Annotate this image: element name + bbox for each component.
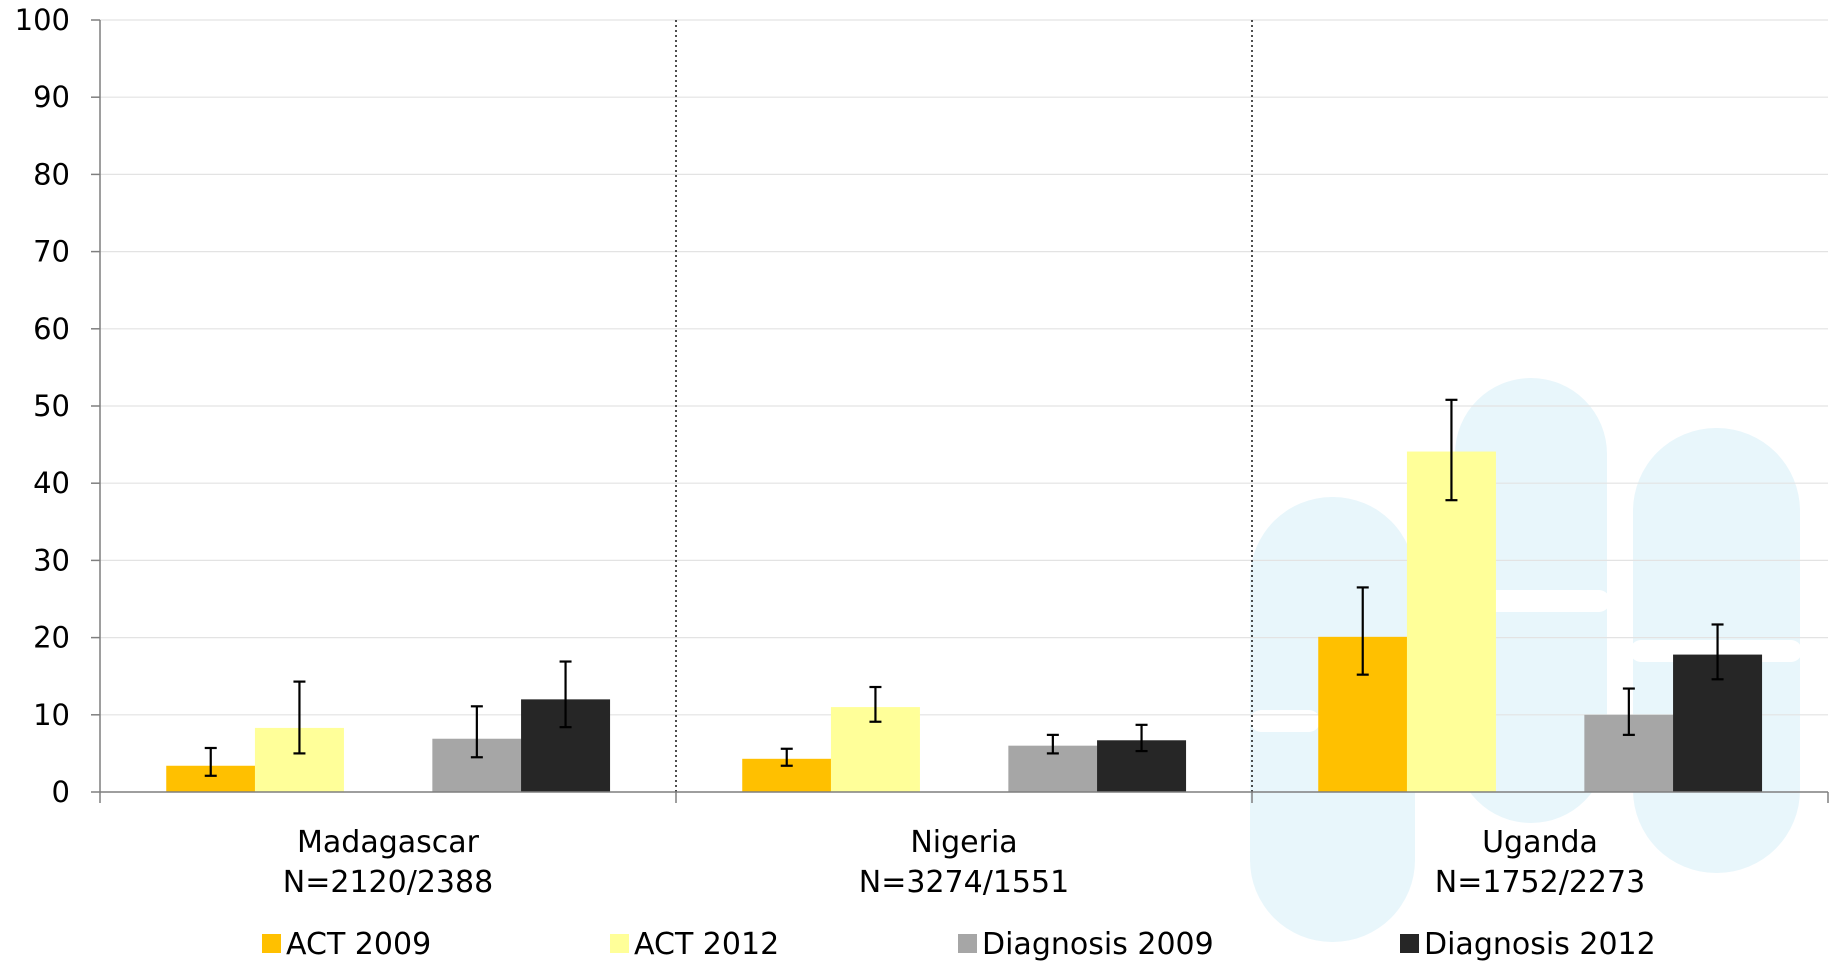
category-label: Madagascar (297, 825, 480, 860)
category-sample-size: N=1752/2273 (1435, 865, 1645, 900)
legend-label: ACT 2012 (634, 927, 779, 962)
category-separators (675, 20, 1253, 792)
legend-swatch (610, 934, 629, 953)
category-label: Nigeria (910, 825, 1017, 860)
y-tick-label: 10 (33, 698, 70, 732)
legend-swatch (262, 934, 281, 953)
legend-label: ACT 2009 (286, 927, 431, 962)
y-tick-label: 70 (33, 235, 70, 269)
legend: ACT 2009 ACT 2012 Diagnosis 2009 Diagnosis … (262, 927, 1656, 962)
y-tick-label: 40 (33, 466, 70, 500)
y-tick-label: 60 (33, 312, 70, 346)
category-label: Uganda (1482, 825, 1598, 860)
bar (1406, 451, 1496, 792)
legend-label: Diagnosis 2012 (1424, 927, 1656, 962)
error-bars (204, 398, 1724, 777)
y-tick-label: 0 (52, 775, 70, 809)
y-tick-label: 90 (33, 80, 70, 114)
y-tick-label: 100 (15, 3, 70, 37)
axes (91, 19, 1829, 803)
y-tick-label: 50 (33, 389, 70, 423)
category-sample-size: N=3274/1551 (859, 865, 1069, 900)
legend-swatch (1400, 934, 1419, 953)
y-tick-label: 20 (33, 621, 70, 655)
legend-label: Diagnosis 2009 (982, 927, 1214, 962)
category-labels: Madagascar N=2120/2388 Nigeria N=3274/1551 U… (283, 825, 1645, 900)
y-tick-labels: 0 10 20 30 40 50 60 70 80 90 100 (15, 3, 70, 809)
legend-swatch (958, 934, 977, 953)
y-tick-label: 30 (33, 543, 70, 577)
category-sample-size: N=2120/2388 (283, 865, 493, 900)
gridlines (100, 19, 1828, 716)
bars (166, 451, 1763, 792)
y-tick-label: 80 (33, 157, 70, 191)
